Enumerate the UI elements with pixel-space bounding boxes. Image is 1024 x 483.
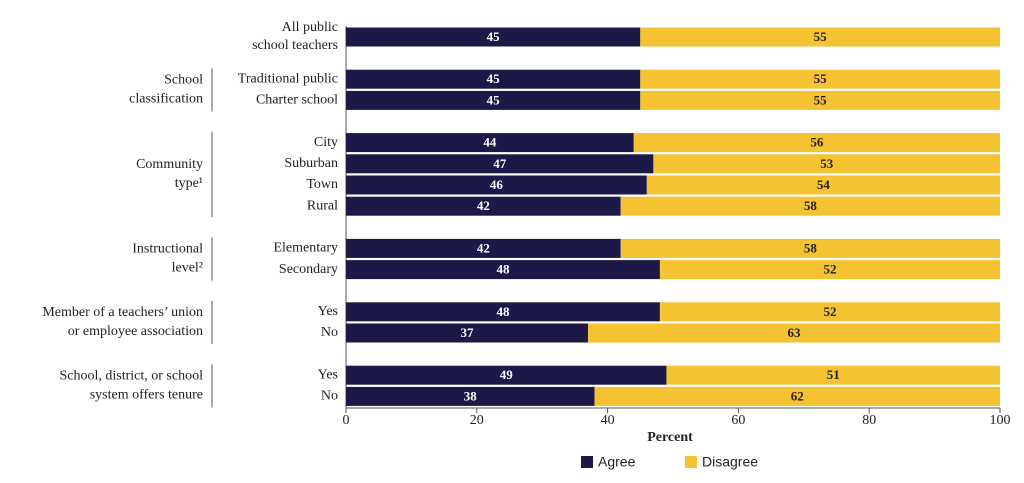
x-tick-label: 80 <box>862 413 876 428</box>
x-tick-label: 60 <box>731 413 745 428</box>
bar-segment <box>587 323 1000 343</box>
x-tick-label: 20 <box>470 413 484 428</box>
bar-segment <box>594 386 1000 406</box>
group-label: system offers tenure <box>90 388 203 403</box>
value-label: 47 <box>493 156 507 171</box>
legend-label: Agree <box>598 454 636 470</box>
bar-segment <box>640 69 1000 89</box>
value-label: 37 <box>460 325 474 340</box>
value-label: 42 <box>477 198 490 213</box>
value-label: 45 <box>487 29 501 44</box>
group-label: or employee association <box>68 324 203 339</box>
x-tick-label: 0 <box>343 413 350 428</box>
group-label: Member of a teachers’ union <box>42 305 203 320</box>
value-label: 62 <box>791 388 804 403</box>
value-label: 58 <box>804 198 818 213</box>
bar-segment <box>659 260 1000 280</box>
value-label: 54 <box>817 177 831 192</box>
legend-label: Disagree <box>702 454 758 470</box>
bar-segment <box>620 196 1000 216</box>
group-label: classification <box>129 92 203 107</box>
value-label: 46 <box>490 177 504 192</box>
value-label: 42 <box>477 240 490 255</box>
category-label: Charter school <box>256 93 338 108</box>
category-label: City <box>314 135 338 150</box>
category-label: All public <box>282 20 338 35</box>
group-label: School <box>164 73 203 88</box>
bar-segment <box>346 175 647 195</box>
value-label: 52 <box>823 262 836 277</box>
bar-segment <box>346 323 588 343</box>
category-label: No <box>321 325 338 340</box>
x-tick-label: 40 <box>601 413 615 428</box>
value-label: 63 <box>787 325 801 340</box>
bar-segment <box>640 27 1000 47</box>
bar-segment <box>653 154 1000 174</box>
bar-segment <box>646 175 1000 195</box>
group-label: Community <box>136 157 203 172</box>
bar-segment <box>346 196 621 216</box>
x-axis-title: Percent <box>647 430 693 445</box>
group-label: type¹ <box>175 176 203 191</box>
value-label: 38 <box>464 388 478 403</box>
category-label: Traditional public <box>238 71 338 86</box>
value-label: 55 <box>814 29 828 44</box>
category-label: Elementary <box>273 241 338 256</box>
bar-segment <box>346 386 595 406</box>
value-label: 51 <box>827 367 840 382</box>
value-label: 44 <box>483 135 497 150</box>
category-label: school teachers <box>252 38 338 53</box>
bar-segment <box>633 133 1000 153</box>
legend-swatch <box>685 456 697 468</box>
value-label: 55 <box>814 92 828 107</box>
category-label: No <box>321 389 338 404</box>
category-label: Yes <box>318 304 338 319</box>
bar-segment <box>346 90 641 110</box>
value-label: 45 <box>487 71 501 86</box>
bar-segment <box>346 238 621 258</box>
group-label: level² <box>172 261 203 276</box>
value-label: 55 <box>814 71 828 86</box>
value-label: 58 <box>804 240 818 255</box>
group-label: Instructional <box>132 242 203 257</box>
bar-segment <box>346 154 654 174</box>
bar-segment <box>346 133 634 153</box>
bar-segment <box>346 27 641 47</box>
category-label: Town <box>306 177 338 192</box>
value-label: 48 <box>496 304 510 319</box>
group-label: School, district, or school <box>60 369 204 384</box>
bar-segment <box>346 69 641 89</box>
bar-segment <box>346 260 660 280</box>
bar-segment <box>666 365 1000 385</box>
bar-segment <box>346 302 660 322</box>
value-label: 56 <box>810 135 824 150</box>
bar-segment <box>620 238 1000 258</box>
value-label: 48 <box>496 262 510 277</box>
category-label: Rural <box>307 198 338 213</box>
bar-segment <box>640 90 1000 110</box>
x-tick-label: 100 <box>990 413 1011 428</box>
value-label: 52 <box>823 304 836 319</box>
bar-segment <box>659 302 1000 322</box>
value-label: 49 <box>500 367 514 382</box>
category-label: Yes <box>318 367 338 382</box>
category-label: Suburban <box>284 156 338 171</box>
value-label: 53 <box>820 156 834 171</box>
legend-swatch <box>581 456 593 468</box>
bar-segment <box>346 365 667 385</box>
category-label: Secondary <box>279 262 338 277</box>
value-label: 45 <box>487 92 501 107</box>
